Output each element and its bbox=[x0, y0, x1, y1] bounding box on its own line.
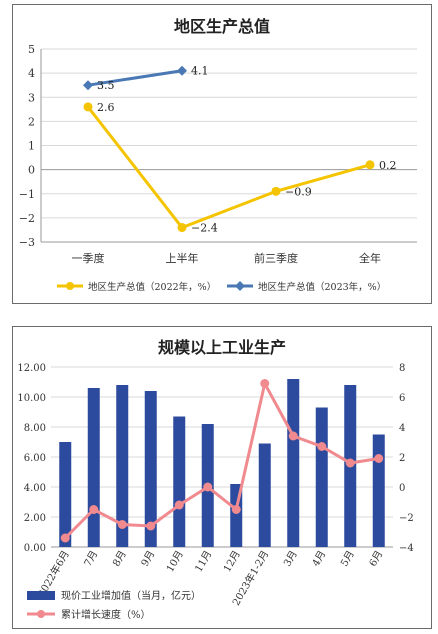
y-tick-label: 2 bbox=[28, 115, 35, 128]
y-tick-label: −3 bbox=[19, 236, 35, 249]
data-point bbox=[177, 223, 187, 233]
y-left-tick-label: 12.00 bbox=[17, 363, 46, 374]
legend-swatch bbox=[27, 591, 55, 600]
data-point bbox=[83, 102, 93, 112]
data-point bbox=[117, 520, 127, 529]
data-point bbox=[271, 186, 281, 196]
data-label: 0.2 bbox=[379, 159, 397, 172]
data-point bbox=[203, 482, 213, 492]
data-point bbox=[231, 505, 241, 514]
data-point bbox=[365, 160, 375, 170]
legend-marker bbox=[66, 282, 74, 290]
y-right-tick-label: 6 bbox=[399, 393, 405, 404]
gdp-chart-panel: 地区生产总值 5 4 3 2 1 0 −1 −2 −3 一季度 上半年 前三季度 全年 2.6 −2.4 −0.… bbox=[12, 4, 432, 304]
data-point bbox=[60, 533, 70, 543]
y-right-tick-label: 2 bbox=[399, 453, 405, 464]
x-tick-label: 12月 bbox=[221, 549, 243, 575]
x-tick-label: 9月 bbox=[139, 549, 158, 569]
y-tick-label: 4 bbox=[28, 67, 35, 80]
series-line-2 bbox=[87, 69, 183, 87]
data-point bbox=[260, 379, 270, 388]
data-label: −0.9 bbox=[285, 185, 312, 198]
legend-marker bbox=[235, 281, 245, 291]
y-left-tick-label: 2.00 bbox=[24, 513, 46, 524]
x-tick-label: 6月 bbox=[367, 549, 386, 569]
data-point bbox=[345, 458, 355, 468]
y-right-tick-label: −2 bbox=[399, 513, 414, 524]
bar bbox=[287, 379, 300, 547]
bar bbox=[315, 407, 328, 547]
y-right-tick-label: −4 bbox=[399, 543, 414, 554]
y-tick-label: −2 bbox=[19, 212, 35, 225]
data-label: 2.6 bbox=[97, 101, 115, 114]
y-left-tick-label: 0.00 bbox=[24, 543, 46, 554]
bar bbox=[116, 385, 129, 547]
y-tick-label: 5 bbox=[28, 43, 35, 56]
x-tick-label: 5月 bbox=[338, 549, 357, 569]
data-point bbox=[177, 65, 187, 76]
y-right-tick-label: 4 bbox=[399, 423, 405, 434]
x-tick-label: 全年 bbox=[359, 251, 381, 265]
legend-label: 现价工业增加值（当月，亿元） bbox=[61, 589, 201, 602]
y-tick-label: −1 bbox=[19, 188, 35, 201]
industrial-chart-panel: 规模以上工业生产 12.00 10.00 8.00 6.00 4.00 2.00 0.00 8 6… bbox=[12, 326, 432, 629]
data-point bbox=[288, 431, 298, 441]
bar bbox=[144, 391, 157, 547]
bar bbox=[59, 442, 72, 547]
data-point bbox=[89, 505, 99, 514]
x-tick-label: 上半年 bbox=[166, 251, 199, 265]
x-tick-label: 10月 bbox=[164, 549, 186, 575]
y-right-tick-label: 0 bbox=[399, 483, 405, 494]
y-left-tick-label: 8.00 bbox=[24, 423, 46, 434]
x-tick-label: 11月 bbox=[193, 549, 215, 575]
data-label: 4.1 bbox=[191, 65, 209, 78]
data-label: −2.4 bbox=[191, 222, 218, 235]
data-point bbox=[83, 80, 93, 91]
y-left-tick-label: 6.00 bbox=[24, 453, 46, 464]
bar bbox=[372, 434, 385, 547]
y-right-tick-label: 8 bbox=[399, 363, 405, 374]
x-tick-label: 3月 bbox=[281, 549, 300, 569]
y-tick-label: 0 bbox=[28, 164, 35, 177]
x-tick-label: 4月 bbox=[310, 549, 329, 569]
data-point bbox=[174, 500, 184, 510]
legend-label: 地区生产总值（2023年，%） bbox=[258, 281, 386, 293]
x-tick-label: 一季度 bbox=[72, 251, 105, 265]
y-tick-label: 1 bbox=[28, 140, 35, 153]
bar bbox=[173, 416, 186, 547]
legend-label: 累计增长速度（%） bbox=[61, 608, 151, 621]
x-tick-label: 7月 bbox=[82, 549, 101, 569]
y-left-tick-label: 10.00 bbox=[17, 393, 46, 404]
x-tick-label: 前三季度 bbox=[254, 251, 298, 265]
data-point bbox=[317, 442, 327, 451]
chart-title: 规模以上工业生产 bbox=[158, 338, 286, 357]
growth-line bbox=[64, 379, 379, 540]
chart-title: 地区生产总值 bbox=[174, 17, 270, 36]
industrial-combo-chart: 规模以上工业生产 12.00 10.00 8.00 6.00 4.00 2.00 0.00 8 6… bbox=[17, 338, 414, 621]
data-label: 3.5 bbox=[97, 79, 115, 92]
legend-marker bbox=[37, 610, 45, 618]
data-point bbox=[146, 521, 156, 531]
x-tick-label: 8月 bbox=[110, 549, 129, 569]
series-line-1 bbox=[86, 105, 371, 230]
legend-label: 地区生产总值（2022年，%） bbox=[88, 281, 216, 293]
y-tick-label: 3 bbox=[28, 91, 35, 104]
y-left-tick-label: 4.00 bbox=[24, 483, 46, 494]
bar bbox=[87, 388, 100, 547]
data-point bbox=[374, 454, 384, 463]
bar bbox=[258, 443, 271, 547]
gdp-line-chart: 地区生产总值 5 4 3 2 1 0 −1 −2 −3 一季度 上半年 前三季度 全年 2.6 −2.4 −0.… bbox=[19, 17, 417, 293]
